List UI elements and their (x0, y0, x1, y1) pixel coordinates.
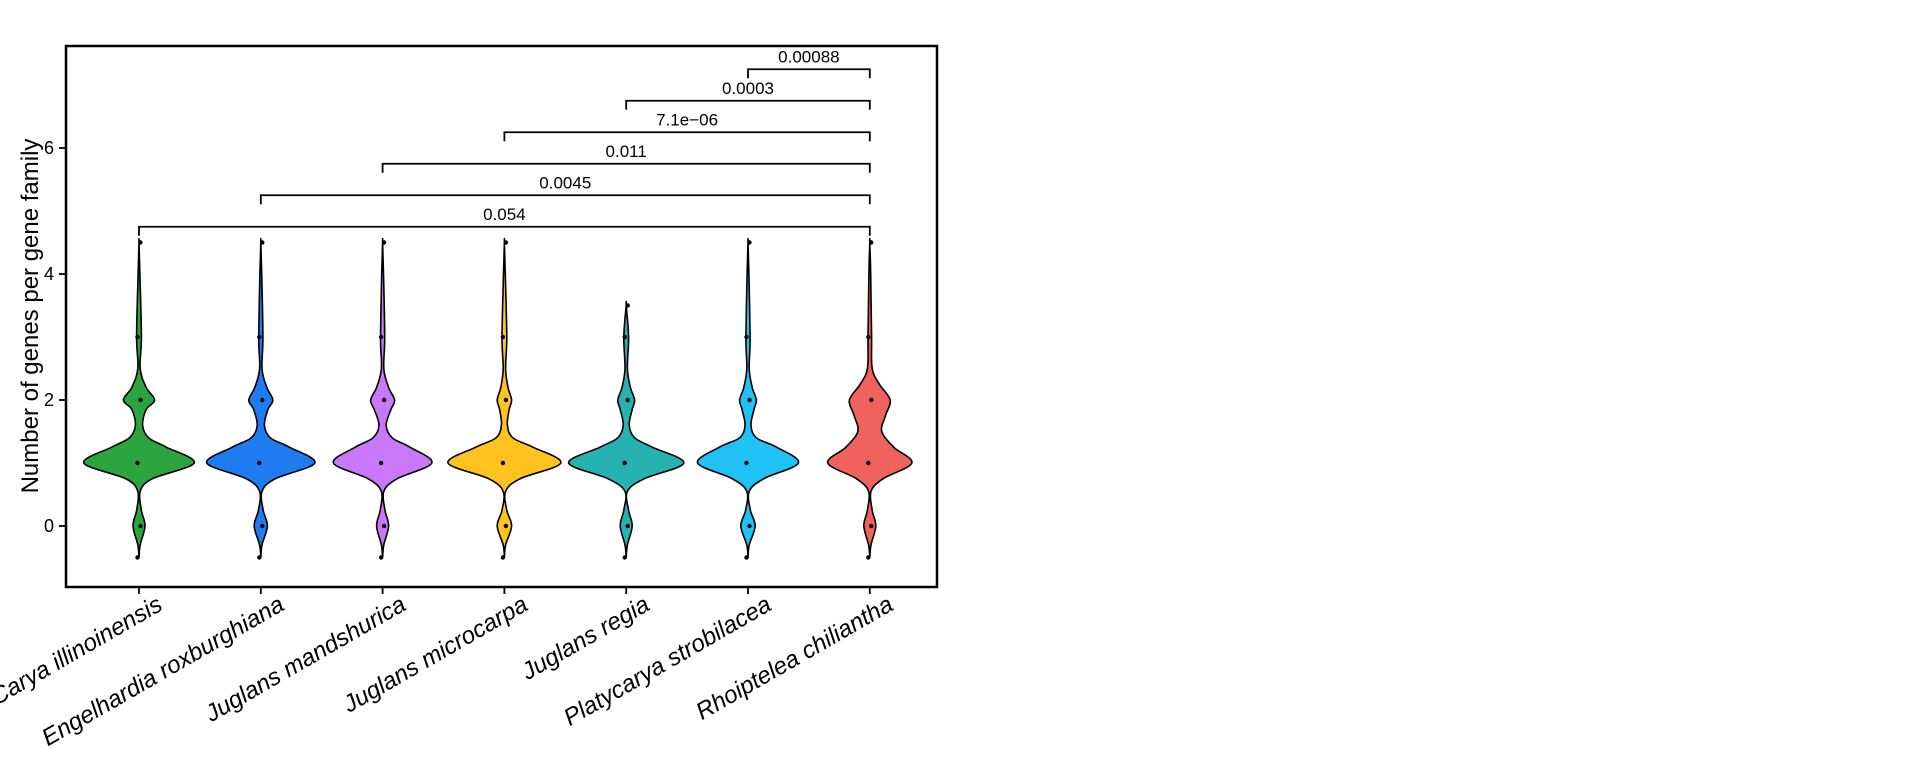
violin-point (257, 460, 262, 466)
violin-point (744, 555, 749, 560)
violin-point (503, 397, 509, 403)
plot-panel-border (64, 44, 939, 589)
x-tick-label: Platycarya strobilacea (559, 591, 776, 732)
violin-point (257, 334, 262, 340)
violin-point (378, 555, 384, 560)
violin-point (503, 523, 509, 529)
violin-point (135, 334, 140, 340)
violin-point (625, 303, 630, 308)
y-axis-title: Number of genes per gene family (17, 139, 44, 494)
violin-point (135, 555, 140, 560)
comparison-bracket-2 (259, 194, 871, 205)
violin-point (260, 523, 265, 529)
x-tick-label: Rhoiptelea chiliantha (691, 591, 897, 726)
violin-point (260, 240, 265, 245)
violin-point (869, 523, 874, 529)
violin-point (622, 334, 627, 340)
y-axis: 0 2 4 6 (44, 138, 66, 536)
comparison-bracket-1 (138, 225, 871, 236)
violin-point (625, 523, 630, 529)
violin-point (378, 334, 384, 340)
violin-point (138, 240, 143, 245)
violin-point (378, 460, 384, 466)
comparison-bracket-6 (747, 68, 871, 79)
y-tick-label: 0 (44, 516, 54, 536)
violin-point (500, 555, 506, 560)
comparison-p-value: 0.00088 (778, 47, 839, 66)
violin-point (381, 397, 387, 403)
violin-point (135, 460, 140, 466)
y-tick-label: 2 (44, 390, 54, 410)
y-tick-label: 6 (44, 138, 54, 158)
violin-point (747, 523, 752, 529)
violin-point (625, 397, 630, 403)
comparison-p-value: 0.0045 (539, 173, 591, 192)
violin-1 (82, 237, 196, 558)
comparison-bracket-5 (625, 99, 871, 110)
violin-point (869, 240, 874, 245)
violin-point (500, 460, 506, 466)
comparison-p-value: 0.054 (483, 205, 526, 224)
violin-point (866, 555, 871, 560)
violin-point (869, 397, 874, 403)
violin-point (747, 397, 752, 403)
comparison-p-value: 7.1e−06 (656, 110, 718, 129)
comparison-bracket-3 (381, 162, 871, 173)
comparison-p-value: 0.011 (606, 142, 647, 161)
violin-7 (826, 237, 913, 558)
violin-point (622, 555, 627, 560)
violin-point (744, 460, 749, 466)
violin-point (257, 555, 262, 560)
violin-point (866, 460, 871, 466)
violin-point (747, 240, 752, 245)
violin-6 (696, 237, 800, 558)
comparison-p-value: 0.0003 (722, 79, 774, 98)
violin-5 (567, 300, 685, 558)
x-tick-label: Juglans mandshurica (200, 591, 411, 728)
violin-3 (332, 237, 433, 558)
violin-2 (205, 237, 316, 558)
comparison-bracket-4 (503, 131, 871, 142)
violin-point (138, 523, 143, 529)
violin-point (138, 397, 143, 403)
violin-4 (447, 237, 562, 558)
violin-point (500, 334, 506, 340)
violin-point (622, 460, 627, 466)
violin-point (260, 397, 265, 403)
violin-point (744, 334, 749, 340)
violin-point (381, 240, 387, 245)
violin-point (381, 523, 387, 529)
y-tick-label: 4 (44, 264, 54, 284)
violin-point (503, 240, 509, 245)
violins-layer (82, 237, 913, 560)
violin-point (866, 334, 871, 340)
